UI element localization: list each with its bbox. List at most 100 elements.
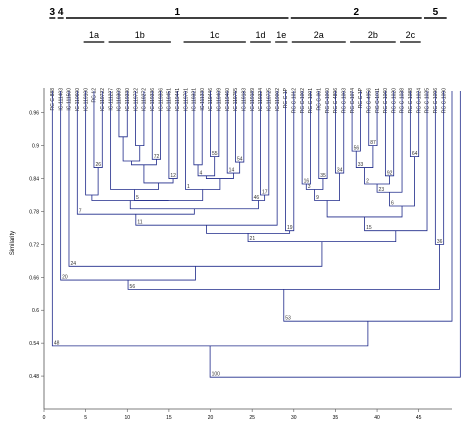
subgroup-label: 2b — [368, 30, 378, 40]
y-tick-label: 0.6 — [32, 308, 39, 314]
node-support-label: 2 — [366, 179, 369, 185]
node-support-label: 33 — [358, 162, 364, 168]
leaf-label: IC-119701 — [183, 88, 189, 111]
leaf-label: RG C-1060 — [325, 88, 331, 114]
y-tick-label: 0.96 — [29, 111, 39, 117]
leaf-label: RG C-1P — [283, 87, 289, 108]
leaf-label: IC-119002 — [275, 88, 281, 111]
y-tick-label: 0.66 — [29, 275, 39, 281]
node-support-label: 36 — [437, 239, 443, 245]
dendrogram-branch — [135, 91, 145, 147]
node-support-label: 1 — [187, 184, 190, 190]
leaf-label: IC-119183 — [242, 88, 248, 111]
node-support-label: 19 — [287, 225, 293, 231]
leaf-label: RG C-001 — [316, 88, 322, 111]
x-tick-label: 5 — [84, 415, 87, 421]
leaf-label: RG C-4956 — [366, 88, 372, 114]
leaf-label: RG C-1025 — [425, 88, 431, 114]
dendrogram-branch — [151, 91, 161, 160]
x-tick-label: 30 — [291, 415, 297, 421]
dendrogram-branch — [129, 200, 259, 210]
leaf-label: RG 12 — [92, 88, 98, 103]
dendrogram-branch — [51, 91, 369, 347]
group-label: 5 — [433, 7, 439, 18]
leaf-label: IC-110600 — [75, 88, 81, 111]
subgroup-label: 1b — [135, 30, 145, 40]
leaf-label: IC-119321 — [192, 88, 198, 111]
leaf-label: IC-119451 — [167, 88, 173, 111]
leaf-label: RG C-1090 — [441, 88, 447, 114]
dendrogram-branch — [355, 145, 374, 168]
node-support-label: 64 — [412, 151, 418, 157]
node-support-label: 56 — [354, 146, 360, 152]
dendrogram-branch — [91, 195, 169, 201]
leaf-label: RG C-4896 — [333, 88, 339, 114]
node-support-label: 34 — [337, 168, 343, 174]
node-support-label: 4 — [200, 170, 203, 176]
leaf-label: IC-119336 — [150, 88, 156, 111]
subgroup-label: 2a — [314, 30, 324, 40]
leaf-label: IC-119100 — [83, 88, 89, 111]
leaf-label: RG C-1038 — [400, 88, 406, 114]
node-support-label: 16 — [304, 179, 310, 185]
y-axis-title: Similarity — [10, 231, 16, 255]
y-tick-label: 0.72 — [29, 242, 39, 248]
dendrogram-branch — [251, 91, 266, 201]
node-support-label: 14 — [229, 168, 235, 174]
node-support-label: 48 — [54, 340, 60, 346]
y-tick-label: 0.9 — [32, 144, 39, 150]
leaf-label: RG C-1060 — [383, 88, 389, 114]
dendrogram-branch — [314, 173, 340, 201]
dendrogram-branch — [68, 91, 323, 267]
node-support-label: 24 — [70, 261, 76, 267]
node-support-label: 15 — [366, 225, 372, 231]
y-tick-label: 0.48 — [29, 374, 39, 380]
dendrogram-branch — [122, 136, 141, 162]
x-tick-label: 10 — [124, 415, 130, 421]
leaf-label: RG C-1001 — [308, 88, 314, 114]
node-support-label: 12 — [170, 173, 176, 179]
leaf-label: IC-119441 — [175, 88, 181, 111]
node-support-label: 23 — [379, 187, 385, 193]
dendrogram-branch — [76, 91, 195, 215]
leaf-label: IC-119460 — [225, 88, 231, 111]
x-tick-label: 25 — [249, 415, 255, 421]
leaf-label: IC-119722 — [100, 88, 106, 111]
x-tick-label: 0 — [43, 415, 46, 421]
node-support-label: 72 — [154, 154, 160, 160]
leaf-label: RG C-1P — [358, 87, 364, 108]
leaf-label: IC-119272 — [142, 88, 148, 111]
dendrogram-branch — [93, 91, 103, 168]
dendrogram-branch — [206, 225, 291, 234]
node-support-label: 46 — [254, 195, 260, 201]
node-support-labels: 7226125545414151746711191635334956873392… — [54, 140, 443, 378]
leaf-label: IC-111403 — [58, 88, 64, 111]
x-tick-label: 20 — [208, 415, 214, 421]
y-tick-label: 0.54 — [29, 341, 39, 347]
subgroup-brackets: 1a 1b 1c 1d 1e 2a 2b 2c — [83, 30, 421, 43]
leaf-label: RG C-1020 — [391, 88, 397, 114]
subgroup-label: 1a — [89, 30, 99, 40]
leaf-label: IC-119722 — [133, 88, 139, 111]
leaf-label: RG C-1088 — [408, 88, 414, 114]
leaf-label: IC-111330 — [200, 88, 206, 111]
node-support-label: 5 — [136, 195, 139, 201]
leaf-label: IC-119336 — [158, 88, 164, 111]
dendrogram-branch — [127, 244, 440, 290]
group-label: 1 — [174, 7, 180, 18]
leaf-label: IC-119409 — [217, 88, 223, 111]
leaf-label: IC-111500 — [67, 88, 73, 111]
y-tick-label: 0.78 — [29, 209, 39, 215]
leaf-labels: RG C-888 IC-111403 IC-111500 IC-110600 IC-11… — [50, 87, 447, 113]
axes: Similarity 0.96 0.9 0.84 0.78 0.72 0.66 0.6 0.5… — [10, 88, 452, 421]
node-support-label: 17 — [262, 190, 268, 196]
dendrogram-branch — [389, 156, 415, 207]
dendrogram-branch — [60, 91, 196, 281]
dendrogram-branch — [131, 159, 157, 166]
subgroup-label: 2c — [406, 30, 416, 40]
node-support-label: 53 — [285, 316, 291, 322]
dendrogram-branch — [135, 91, 278, 226]
leaf-label: IC-119446 — [208, 88, 214, 111]
x-tick-label: 15 — [166, 415, 172, 421]
